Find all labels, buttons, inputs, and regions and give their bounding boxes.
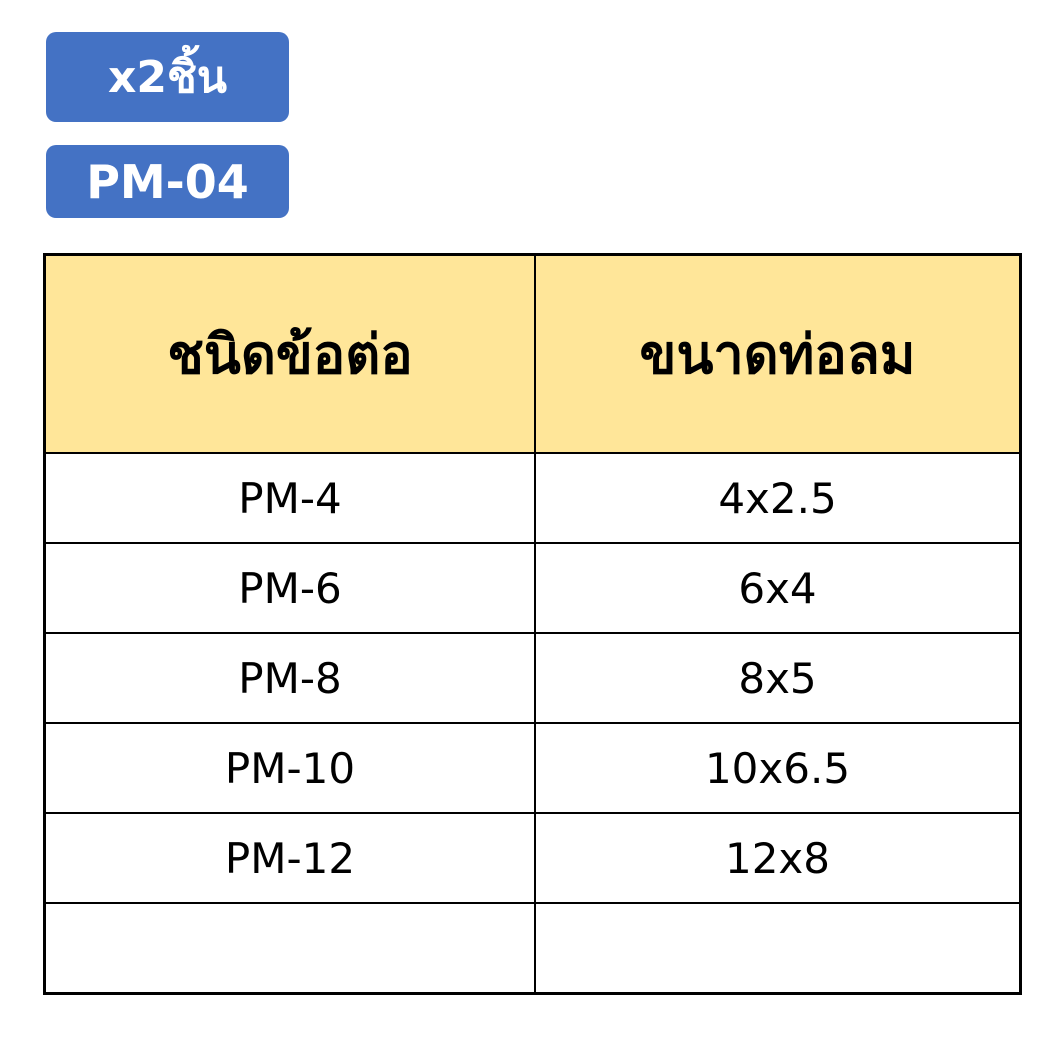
cell-fitting-type: PM-10 — [43, 722, 536, 814]
table-row: PM-10 10x6.5 — [43, 722, 1022, 814]
table-row: PM-8 8x5 — [43, 632, 1022, 724]
table-row: PM-12 12x8 — [43, 812, 1022, 904]
cell-fitting-type: PM-4 — [43, 452, 536, 544]
cell-tube-size: 10x6.5 — [534, 722, 1022, 814]
model-badge: PM-04 — [46, 145, 289, 218]
cell-fitting-type — [43, 902, 536, 995]
table-row: PM-6 6x4 — [43, 542, 1022, 634]
cell-tube-size: 8x5 — [534, 632, 1022, 724]
header-fitting-type: ชนิดข้อต่อ — [43, 253, 536, 454]
cell-tube-size: 12x8 — [534, 812, 1022, 904]
header-tube-size: ขนาดท่อลม — [534, 253, 1022, 454]
spec-table: ชนิดข้อต่อ ขนาดท่อลม PM-4 4x2.5 PM-6 6x4 PM-… — [43, 253, 1022, 995]
cell-fitting-type: PM-6 — [43, 542, 536, 634]
cell-fitting-type: PM-8 — [43, 632, 536, 724]
table-row: PM-4 4x2.5 — [43, 452, 1022, 544]
cell-fitting-type: PM-12 — [43, 812, 536, 904]
cell-tube-size — [534, 902, 1022, 995]
table-row — [43, 902, 1022, 995]
cell-tube-size: 6x4 — [534, 542, 1022, 634]
table-header-row: ชนิดข้อต่อ ขนาดท่อลม — [43, 253, 1022, 454]
cell-tube-size: 4x2.5 — [534, 452, 1022, 544]
quantity-badge: x2ชิ้น — [46, 32, 289, 122]
